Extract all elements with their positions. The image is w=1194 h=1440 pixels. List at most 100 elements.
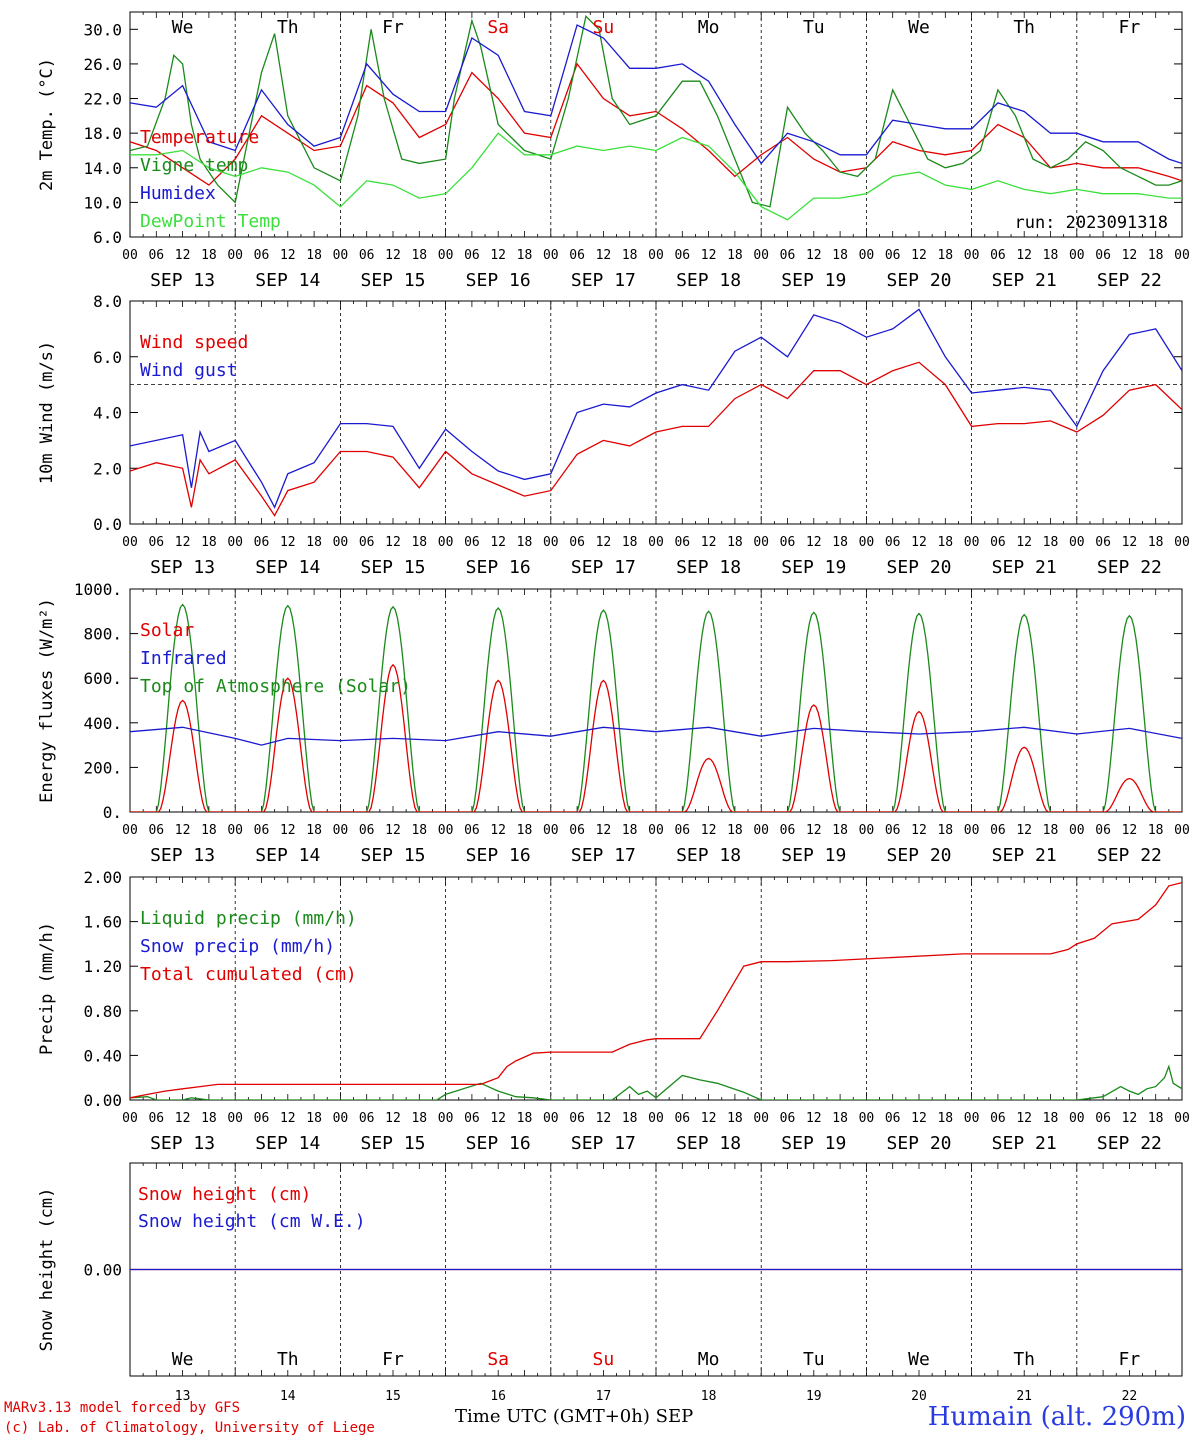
vigne-temp-line <box>130 15 1182 208</box>
hour-tick-label: 18 <box>937 1111 953 1126</box>
day-number-label: 17 <box>596 1389 612 1404</box>
hour-tick-label: 00 <box>227 248 243 263</box>
hour-tick-label: 06 <box>780 248 796 263</box>
precip-y-tick-label: 1.60 <box>83 913 122 932</box>
hour-tick-label: 00 <box>964 1111 980 1126</box>
date-label: SEP 19 <box>781 557 846 578</box>
toa-solar-line <box>130 603 1182 812</box>
energy-y-tick-label: 400. <box>83 714 122 733</box>
date-label: SEP 22 <box>1097 1133 1162 1154</box>
wind-y-tick-label: 4.0 <box>93 404 122 423</box>
hour-tick-label: 00 <box>859 535 875 550</box>
hour-tick-label: 06 <box>780 535 796 550</box>
weekday-label: Mo <box>698 1349 720 1370</box>
legend-wind-speed: Wind speed <box>140 332 248 353</box>
liquid-precip-mm-h-line <box>130 1064 1182 1100</box>
hour-tick-label: 12 <box>911 1111 927 1126</box>
hour-tick-label: 18 <box>832 1111 848 1126</box>
date-label: SEP 22 <box>1097 270 1162 291</box>
date-label: SEP 17 <box>571 270 636 291</box>
humidex-line <box>130 24 1182 165</box>
hour-tick-label: 06 <box>359 248 375 263</box>
date-label: SEP 18 <box>676 845 741 866</box>
day-number-label: 19 <box>806 1389 822 1404</box>
panel-energy <box>129 588 1183 813</box>
temperature-y-tick-label: 26.0 <box>83 55 122 74</box>
hour-tick-label: 06 <box>990 1111 1006 1126</box>
hour-tick-label: 18 <box>517 823 533 838</box>
hour-tick-label: 12 <box>490 535 506 550</box>
hour-tick-label: 00 <box>1174 1111 1190 1126</box>
hour-tick-label: 18 <box>306 535 322 550</box>
date-label: SEP 13 <box>150 1133 215 1154</box>
temperature-y-tick-label: 30.0 <box>83 20 122 39</box>
legend-top-of-atmosphere-solar: Top of Atmosphere (Solar) <box>140 676 411 697</box>
infrared-line <box>130 726 1182 746</box>
hour-tick-label: 00 <box>122 248 138 263</box>
hour-tick-label: 00 <box>1174 823 1190 838</box>
x-axis-title: Time UTC (GMT+0h) SEP <box>455 1406 693 1427</box>
lab-credit: (c) Lab. of Climatology, University of L… <box>4 1420 375 1436</box>
hour-tick-label: 18 <box>201 1111 217 1126</box>
date-label: SEP 21 <box>992 270 1057 291</box>
hour-tick-label: 00 <box>227 823 243 838</box>
snow-y-axis-title: Snow height (cm) <box>37 1188 57 1352</box>
hour-tick-label: 06 <box>1095 535 1111 550</box>
date-label: SEP 18 <box>676 1133 741 1154</box>
hour-tick-label: 12 <box>280 535 296 550</box>
hour-tick-label: 12 <box>1122 823 1138 838</box>
hour-tick-label: 18 <box>1043 1111 1059 1126</box>
hour-tick-label: 06 <box>569 535 585 550</box>
hour-tick-label: 00 <box>648 1111 664 1126</box>
hour-tick-label: 06 <box>359 823 375 838</box>
snow-y-tick-label: 0.00 <box>83 1261 122 1280</box>
date-label: SEP 16 <box>466 1133 531 1154</box>
hour-tick-label: 06 <box>990 248 1006 263</box>
hour-tick-label: 18 <box>622 535 638 550</box>
date-label: SEP 14 <box>255 557 320 578</box>
date-label: SEP 16 <box>466 557 531 578</box>
wind-y-tick-label: 6.0 <box>93 348 122 367</box>
hour-tick-label: 00 <box>1069 248 1085 263</box>
legend-snow-precip-mm-h: Snow precip (mm/h) <box>140 936 335 957</box>
hour-tick-label: 00 <box>333 823 349 838</box>
date-label: SEP 13 <box>150 845 215 866</box>
hour-tick-label: 00 <box>753 823 769 838</box>
hour-tick-label: 06 <box>885 535 901 550</box>
hour-tick-label: 12 <box>911 248 927 263</box>
hour-tick-label: 06 <box>148 535 164 550</box>
date-label: SEP 22 <box>1097 557 1162 578</box>
hour-tick-label: 12 <box>1016 823 1032 838</box>
weekday-label: Th <box>277 1349 299 1370</box>
temperature-y-tick-label: 6.0 <box>93 228 122 247</box>
total-cumulated-cm-line <box>130 881 1182 1099</box>
dewpoint-temp-line <box>130 132 1182 221</box>
hour-tick-label: 00 <box>1174 535 1190 550</box>
hour-tick-label: 06 <box>674 535 690 550</box>
hour-tick-label: 18 <box>201 535 217 550</box>
hour-tick-label: 18 <box>832 248 848 263</box>
precip-y-tick-label: 0.40 <box>83 1046 122 1065</box>
hour-tick-label: 00 <box>964 823 980 838</box>
date-label: SEP 17 <box>571 845 636 866</box>
day-number-label: 14 <box>280 1389 296 1404</box>
weekday-label: Th <box>277 17 299 38</box>
hour-tick-label: 12 <box>911 823 927 838</box>
hour-tick-label: 18 <box>727 823 743 838</box>
hour-tick-label: 12 <box>490 248 506 263</box>
date-label: SEP 16 <box>466 845 531 866</box>
hour-tick-label: 12 <box>596 535 612 550</box>
weekday-label: We <box>908 1349 930 1370</box>
temperature-y-tick-label: 18.0 <box>83 124 122 143</box>
date-label: SEP 21 <box>992 845 1057 866</box>
date-label: SEP 17 <box>571 1133 636 1154</box>
temperature-line <box>130 62 1182 186</box>
energy-y-tick-label: 800. <box>83 625 122 644</box>
date-label: SEP 17 <box>571 557 636 578</box>
hour-tick-label: 00 <box>753 535 769 550</box>
hour-tick-label: 00 <box>753 248 769 263</box>
solar-line <box>130 663 1182 812</box>
hour-tick-label: 00 <box>543 535 559 550</box>
date-label: SEP 15 <box>360 557 425 578</box>
energy-y-tick-label: 600. <box>83 669 122 688</box>
